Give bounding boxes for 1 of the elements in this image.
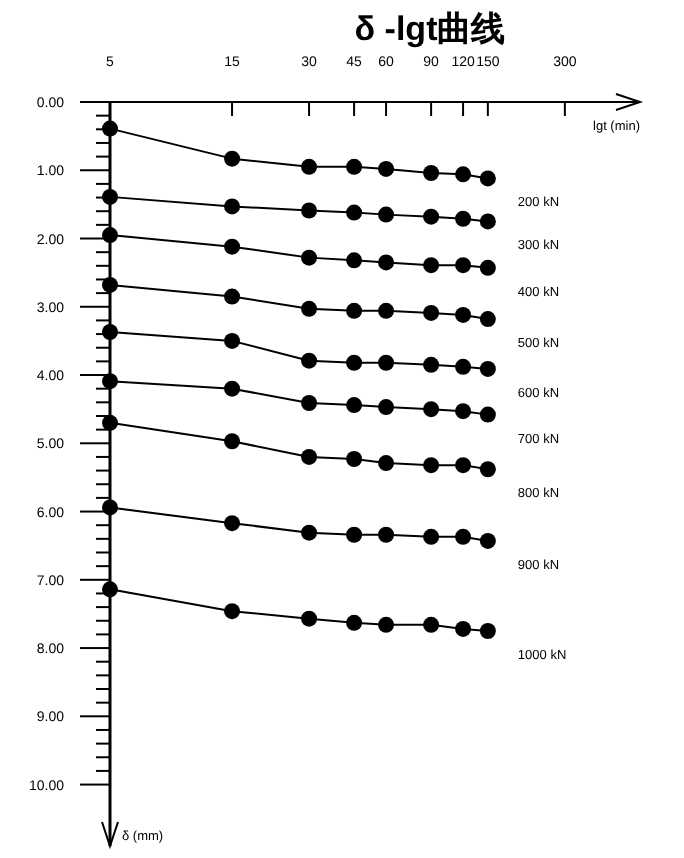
- title: δ -lgt曲线: [354, 10, 506, 48]
